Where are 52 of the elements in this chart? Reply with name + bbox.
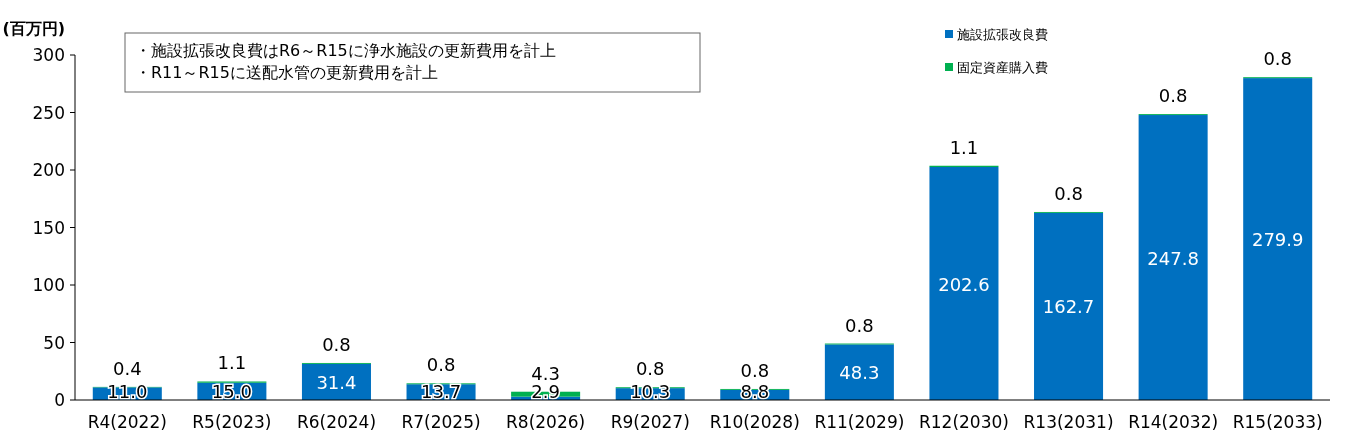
data-label: 279.9 xyxy=(1251,229,1304,251)
data-label: 1.1 xyxy=(217,352,247,374)
data-label: 202.6 xyxy=(938,273,990,295)
x-tick-label: R5(2023) xyxy=(192,412,272,432)
data-label: 162.7 xyxy=(1042,296,1095,318)
x-tick-label: R6(2024) xyxy=(296,412,377,432)
data-label: 0.8 xyxy=(845,314,874,336)
data-label: 0.8 xyxy=(1263,48,1293,70)
x-tick-label: R8(2026) xyxy=(506,412,586,432)
y-tick-label: 100 xyxy=(32,275,65,295)
data-label: 0.4 xyxy=(112,357,142,379)
legend-label: 施設拡張改良費 xyxy=(957,27,1048,42)
bar xyxy=(824,344,894,400)
data-label: 0.8 xyxy=(635,358,665,380)
x-tick-label: R11(2029) xyxy=(814,412,905,432)
y-tick-label: 200 xyxy=(32,160,65,180)
bar xyxy=(929,167,999,400)
data-label: 2.9 xyxy=(531,381,560,402)
annotation: ・施設拡張改良費はR6～R15に浄水施設の更新費用を計上 xyxy=(135,41,556,60)
x-tick-label: R10(2028) xyxy=(709,412,800,432)
x-tick-label: R4(2022) xyxy=(87,412,167,432)
bar xyxy=(1034,212,1104,400)
y-tick-label: 150 xyxy=(32,217,65,238)
bar xyxy=(1243,78,1313,400)
annotation: ・R11～R15に送配水管の更新費用を計上 xyxy=(135,63,438,82)
data-label: 247.8 xyxy=(1147,247,1199,269)
data-label: 10.3 xyxy=(630,381,671,402)
data-label: 31.4 xyxy=(316,371,357,393)
y-axis-title: (百万円) xyxy=(2,19,65,38)
bar xyxy=(1138,115,1208,400)
data-label: 0.8 xyxy=(322,333,351,355)
data-label: 15.0 xyxy=(211,381,252,402)
data-label: 4.3 xyxy=(531,362,560,384)
data-label: 0.8 xyxy=(1158,85,1188,107)
data-label: 0.8 xyxy=(740,359,770,381)
data-label: 13.7 xyxy=(421,381,462,402)
y-tick-label: 0 xyxy=(54,390,65,410)
x-tick-label: R15(2033) xyxy=(1232,412,1323,432)
data-label: 0.8 xyxy=(1054,182,1083,204)
y-tick-label: 250 xyxy=(32,102,65,123)
data-label: 1.1 xyxy=(949,136,979,158)
y-tick-label: 300 xyxy=(32,45,65,65)
data-label: 11.0 xyxy=(107,381,148,402)
x-tick-label: R9(2027) xyxy=(610,412,690,432)
x-tick-label: R14(2032) xyxy=(1128,412,1219,432)
data-label: 0.8 xyxy=(426,354,456,376)
x-tick-label: R7(2025) xyxy=(401,412,481,432)
y-tick-label: 50 xyxy=(43,332,65,353)
x-tick-label: R12(2030) xyxy=(918,412,1009,432)
legend-label: 固定資産購入費 xyxy=(957,60,1048,75)
x-tick-label: R13(2031) xyxy=(1023,412,1114,432)
data-label: 48.3 xyxy=(839,362,880,384)
